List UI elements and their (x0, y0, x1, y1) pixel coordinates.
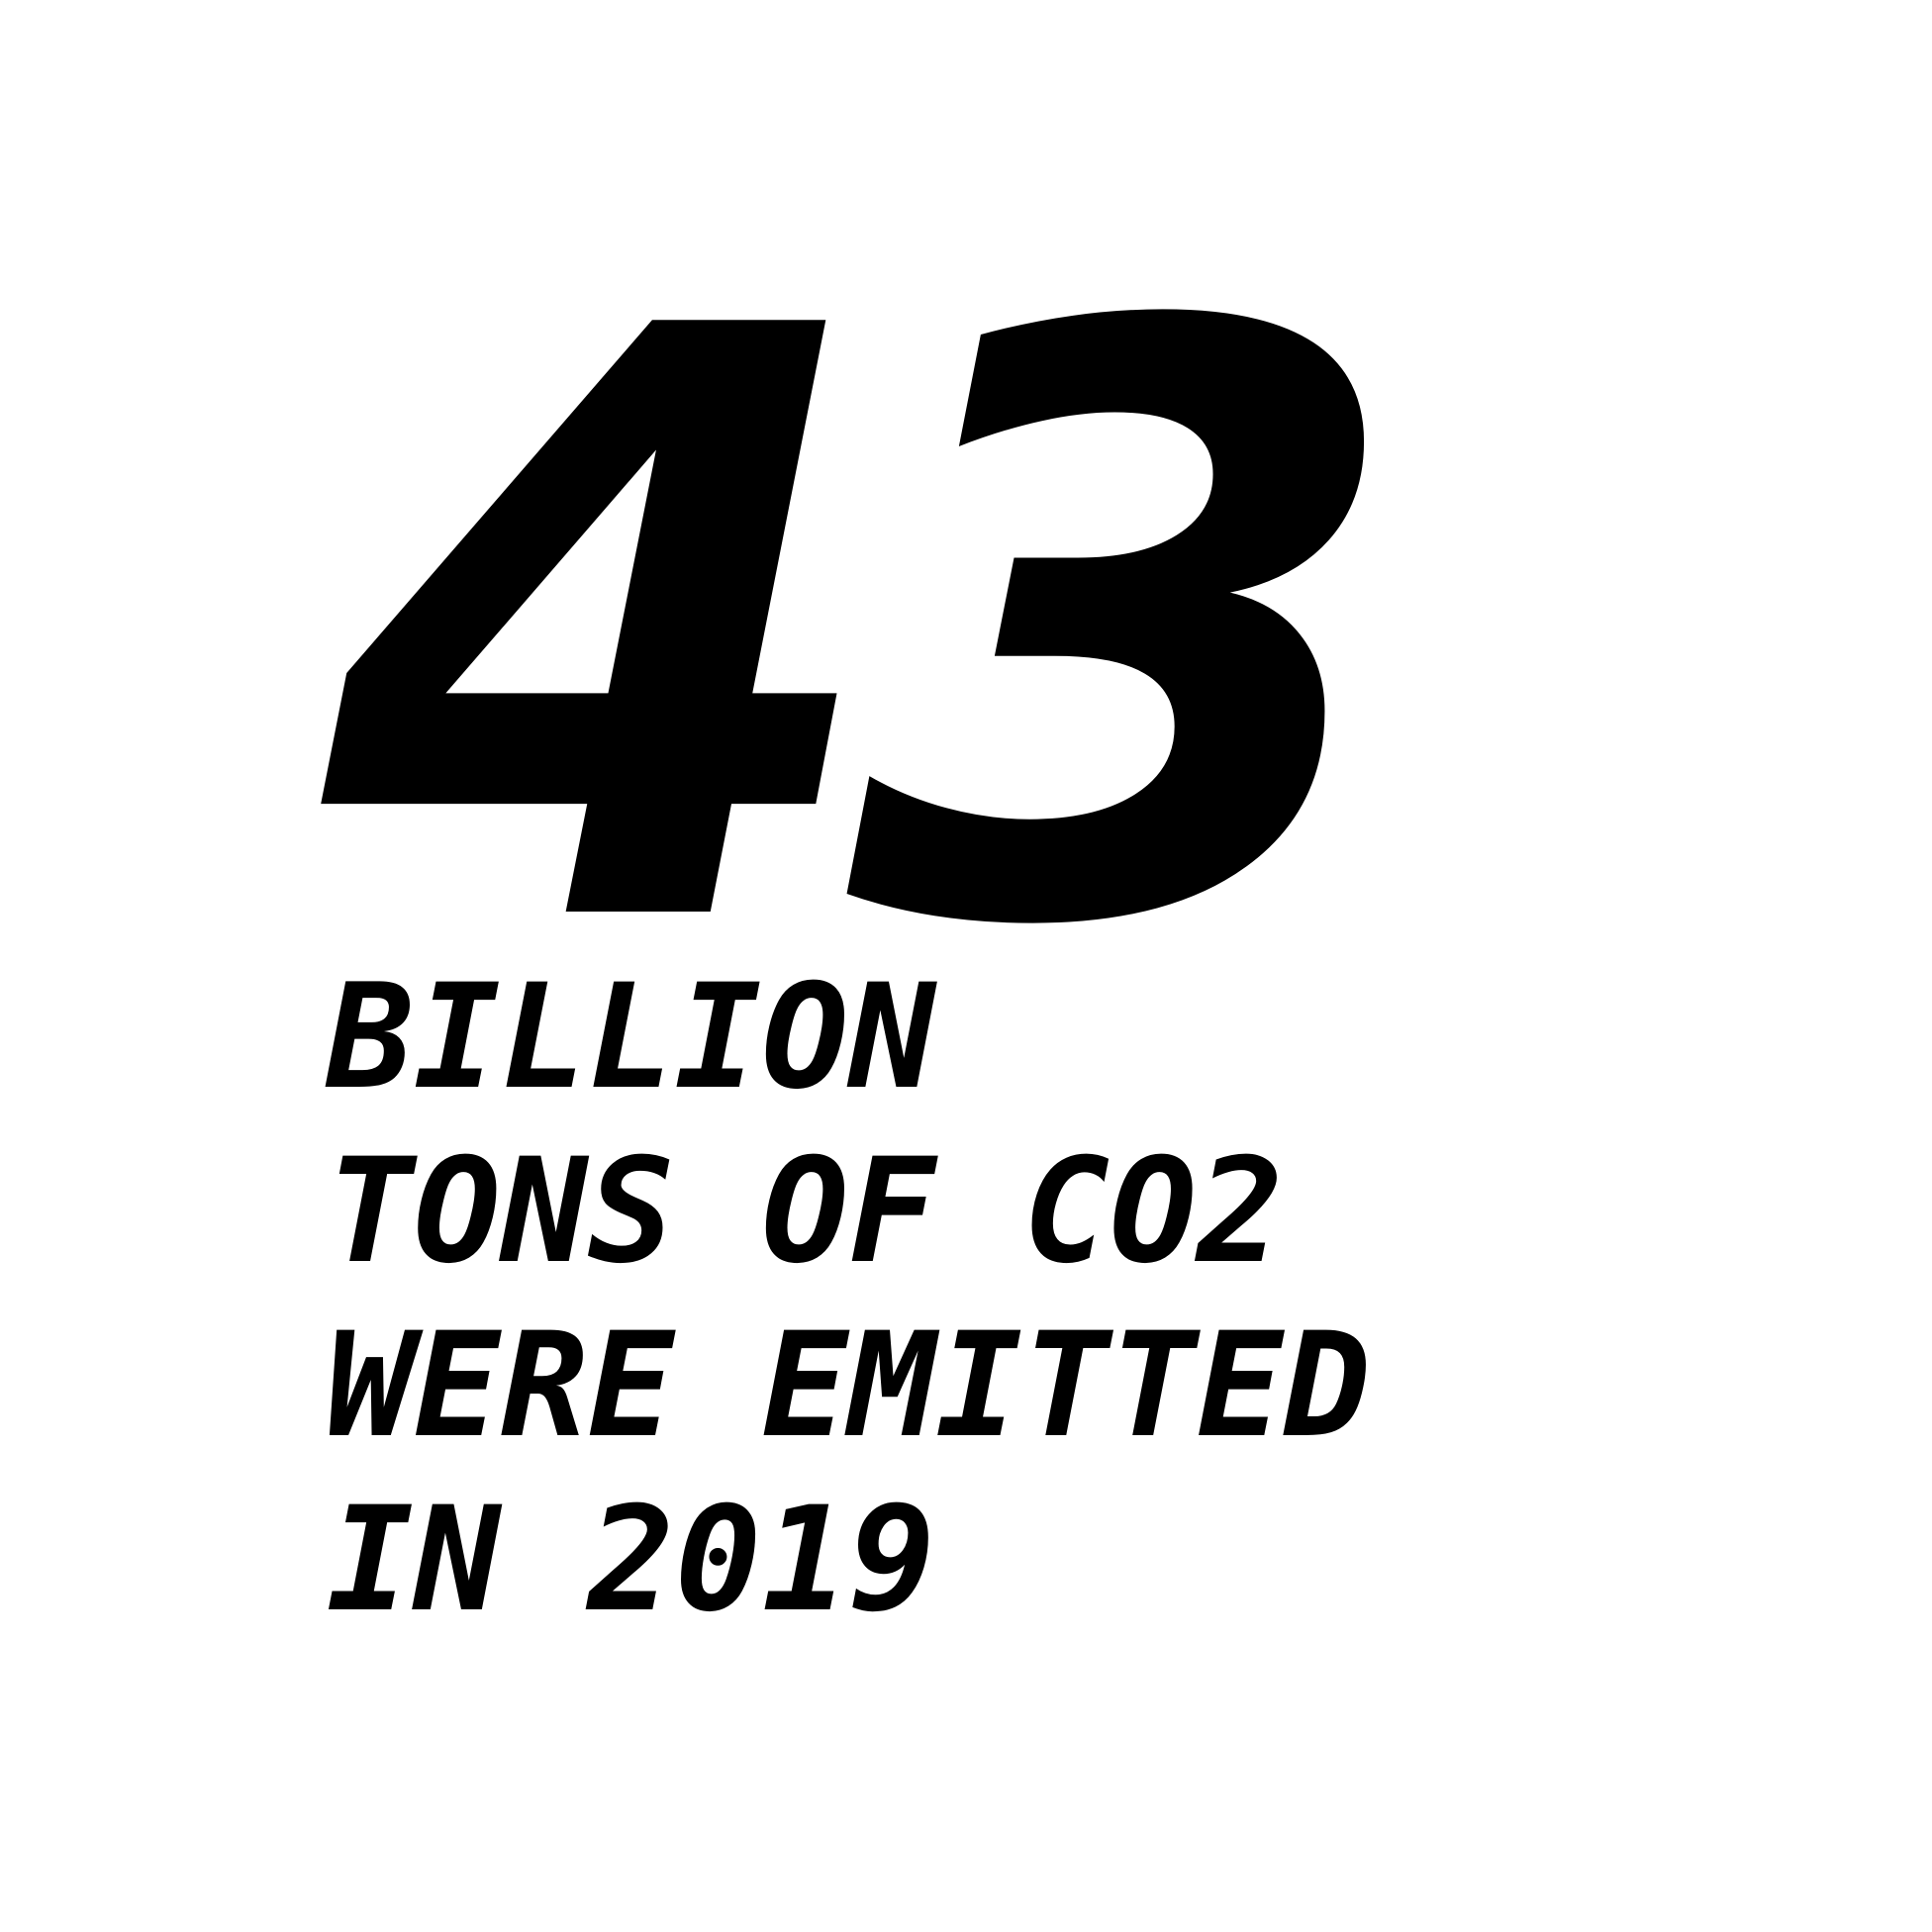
caption-line-2: TONS OF CO2 (327, 1127, 1284, 1296)
stat-number: 43 (322, 159, 1411, 1104)
caption-line-1: BILLION (327, 953, 936, 1121)
caption-line-4: IN 2019 (327, 1476, 936, 1644)
stat-caption: BILLION TONS OF CO2 WERE EMITTED IN 2019 (327, 950, 1371, 1647)
caption-line-3: WERE EMITTED (327, 1302, 1371, 1470)
